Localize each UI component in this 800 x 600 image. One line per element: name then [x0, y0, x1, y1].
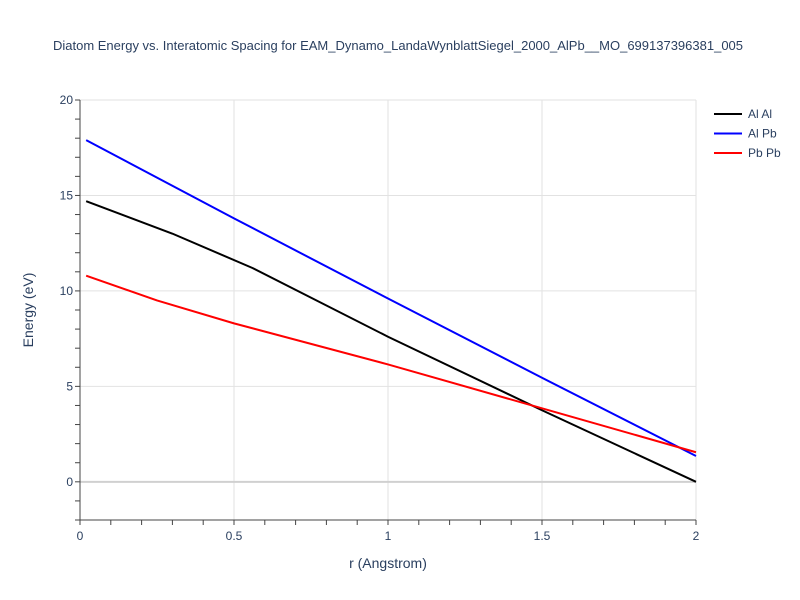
x-tick-label: 0 [77, 529, 84, 543]
legend-label-al-al: Al Al [748, 107, 772, 121]
legend-label-al-pb: Al Pb [748, 127, 777, 141]
x-tick-label: 0.5 [226, 529, 243, 543]
y-tick-label: 10 [60, 284, 74, 298]
y-tick-label: 15 [60, 188, 74, 202]
plot-area [85, 139, 697, 483]
series-line-al-al [85, 200, 697, 483]
y-axis-title: Energy (eV) [20, 273, 36, 348]
x-tick-label: 1 [385, 529, 392, 543]
axes [75, 99, 697, 525]
series-line-al-pb [85, 139, 697, 457]
chart-title: Diatom Energy vs. Interatomic Spacing fo… [53, 38, 743, 53]
x-tick-label: 2 [693, 529, 700, 543]
legend-label-pb-pb: Pb Pb [748, 146, 781, 160]
series-line-pb-pb [85, 274, 697, 454]
legend: Al Al Al Pb Pb Pb [714, 107, 781, 160]
y-tick-label: 5 [66, 379, 73, 393]
x-axis-title: r (Angstrom) [349, 555, 427, 571]
grid-lines [80, 99, 697, 520]
x-tick-label: 1.5 [534, 529, 551, 543]
y-tick-label: 20 [60, 93, 74, 107]
y-tick-label: 0 [66, 475, 73, 489]
